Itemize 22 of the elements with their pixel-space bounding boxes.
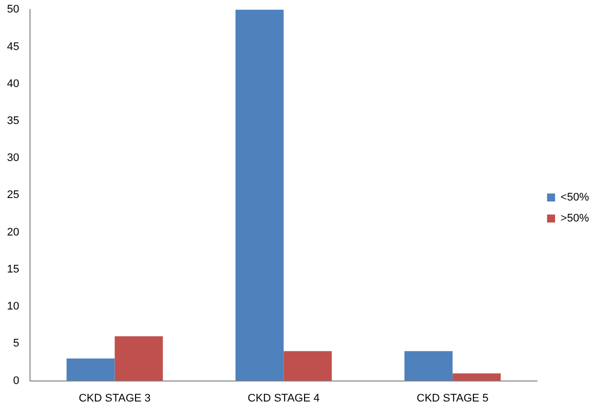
bar (114, 336, 163, 381)
bar (404, 351, 453, 381)
x-tick-label: CKD STAGE 5 (416, 392, 489, 404)
y-tick-label: 30 (6, 152, 20, 164)
x-tick-label: CKD STAGE 4 (248, 392, 320, 404)
y-tick-label: 5 (13, 338, 20, 350)
y-tick-label: 10 (6, 300, 20, 313)
y-tick-label: 15 (6, 263, 20, 276)
bar (452, 373, 501, 381)
bar (66, 358, 115, 381)
y-tick-label: 45 (6, 40, 20, 53)
y-tick-label: 25 (6, 189, 20, 202)
y-tick-label: 50 (6, 4, 20, 16)
bar (284, 351, 332, 381)
bar (236, 10, 284, 381)
x-tick-label: CKD STAGE 3 (78, 392, 151, 404)
y-tick-label: 0 (13, 374, 20, 387)
y-tick-label: 20 (6, 226, 20, 238)
y-tick-label: 35 (6, 114, 20, 127)
legend-label: >50% (560, 212, 590, 225)
y-tick-label: 40 (6, 78, 20, 90)
legend-label: <50% (560, 192, 590, 204)
